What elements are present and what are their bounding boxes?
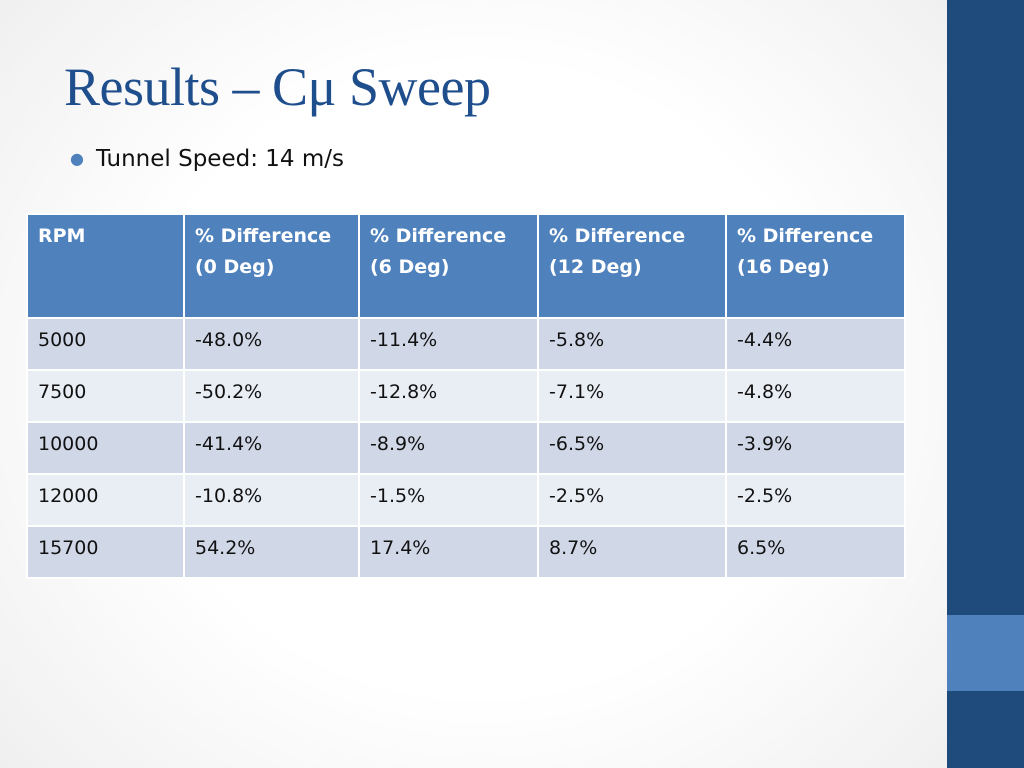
table-cell: -6.5%: [537, 421, 727, 475]
table-cell: -3.9%: [725, 421, 906, 475]
table-cell: -41.4%: [183, 421, 360, 475]
table-cell: 12000: [26, 473, 185, 527]
header-label: % Difference: [549, 225, 686, 247]
header-diff-16-deg: % Difference (16 Deg): [725, 213, 906, 319]
header-diff-6-deg: % Difference (6 Deg): [358, 213, 539, 319]
header-sublabel: (6 Deg): [370, 256, 450, 278]
table-cell: 5000: [26, 317, 185, 371]
header-sublabel: (0 Deg): [195, 256, 275, 278]
table-cell: -10.8%: [183, 473, 360, 527]
bullet-text: Tunnel Speed: 14 m/s: [95, 146, 344, 172]
table-cell: 54.2%: [183, 525, 360, 579]
header-label: % Difference: [370, 225, 507, 247]
table-cell: 6.5%: [725, 525, 906, 579]
table-cell: -2.5%: [537, 473, 727, 527]
header-rpm: RPM: [26, 213, 185, 319]
table-cell: 8.7%: [537, 525, 727, 579]
table-cell: -48.0%: [183, 317, 360, 371]
table-row: 7500 -50.2% -12.8% -7.1% -4.8%: [26, 369, 906, 423]
header-sublabel: (12 Deg): [549, 256, 642, 278]
bullet-item: ● Tunnel Speed: 14 m/s: [70, 146, 344, 172]
table-row: 10000 -41.4% -8.9% -6.5% -3.9%: [26, 421, 906, 475]
bullet-list: ● Tunnel Speed: 14 m/s: [70, 146, 344, 172]
table-cell: 7500: [26, 369, 185, 423]
header-label: RPM: [38, 225, 86, 247]
bullet-dot-icon: ●: [70, 149, 84, 168]
table-cell: -50.2%: [183, 369, 360, 423]
header-diff-0-deg: % Difference (0 Deg): [183, 213, 360, 319]
table-cell: -1.5%: [358, 473, 539, 527]
slide-title: Results – Cμ Sweep: [64, 57, 491, 117]
results-table: RPM % Difference (0 Deg) % Difference (6…: [26, 213, 906, 579]
table-cell: 10000: [26, 421, 185, 475]
header-diff-12-deg: % Difference (12 Deg): [537, 213, 727, 319]
table-cell: 15700: [26, 525, 185, 579]
table-cell: -4.4%: [725, 317, 906, 371]
table-header-row: RPM % Difference (0 Deg) % Difference (6…: [26, 213, 906, 319]
table-cell: -2.5%: [725, 473, 906, 527]
table-cell: -8.9%: [358, 421, 539, 475]
side-bar-accent: [947, 615, 1024, 691]
table-cell: -5.8%: [537, 317, 727, 371]
table-cell: -7.1%: [537, 369, 727, 423]
table-cell: -4.8%: [725, 369, 906, 423]
header-label: % Difference: [195, 225, 332, 247]
table-row: 12000 -10.8% -1.5% -2.5% -2.5%: [26, 473, 906, 527]
table-row: 5000 -48.0% -11.4% -5.8% -4.4%: [26, 317, 906, 371]
header-sublabel: (16 Deg): [737, 256, 830, 278]
table-row: 15700 54.2% 17.4% 8.7% 6.5%: [26, 525, 906, 579]
table-cell: 17.4%: [358, 525, 539, 579]
table-cell: -11.4%: [358, 317, 539, 371]
table-cell: -12.8%: [358, 369, 539, 423]
header-label: % Difference: [737, 225, 874, 247]
